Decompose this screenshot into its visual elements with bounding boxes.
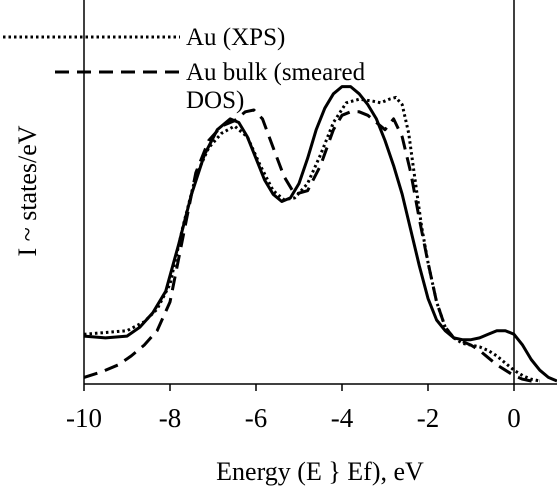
x-tick-label: -4 (331, 403, 354, 433)
legend-label-bulk-line-2: DOS) (186, 87, 244, 114)
legend-label-bulk-line-1: Au bulk (smeared (186, 59, 366, 86)
y-axis-title: I ~ states/eV (13, 125, 42, 256)
x-tick-label: -6 (245, 403, 268, 433)
x-tick-label: -8 (159, 403, 182, 433)
series-layer (83, 85, 557, 383)
series-line-dotted (83, 95, 541, 383)
x-ticks: -10 -8 -6 -4 -2 0 (66, 384, 521, 433)
x-tick-label: -2 (417, 403, 440, 433)
legend-label-xps: Au (XPS) (186, 24, 285, 51)
x-tick-label: -10 (66, 403, 102, 433)
plot-frame (83, 0, 557, 385)
series-line-solid (83, 85, 557, 383)
x-tick-label: 0 (507, 403, 521, 433)
x-axis-title: Energy (E } Ef), eV (216, 457, 424, 486)
